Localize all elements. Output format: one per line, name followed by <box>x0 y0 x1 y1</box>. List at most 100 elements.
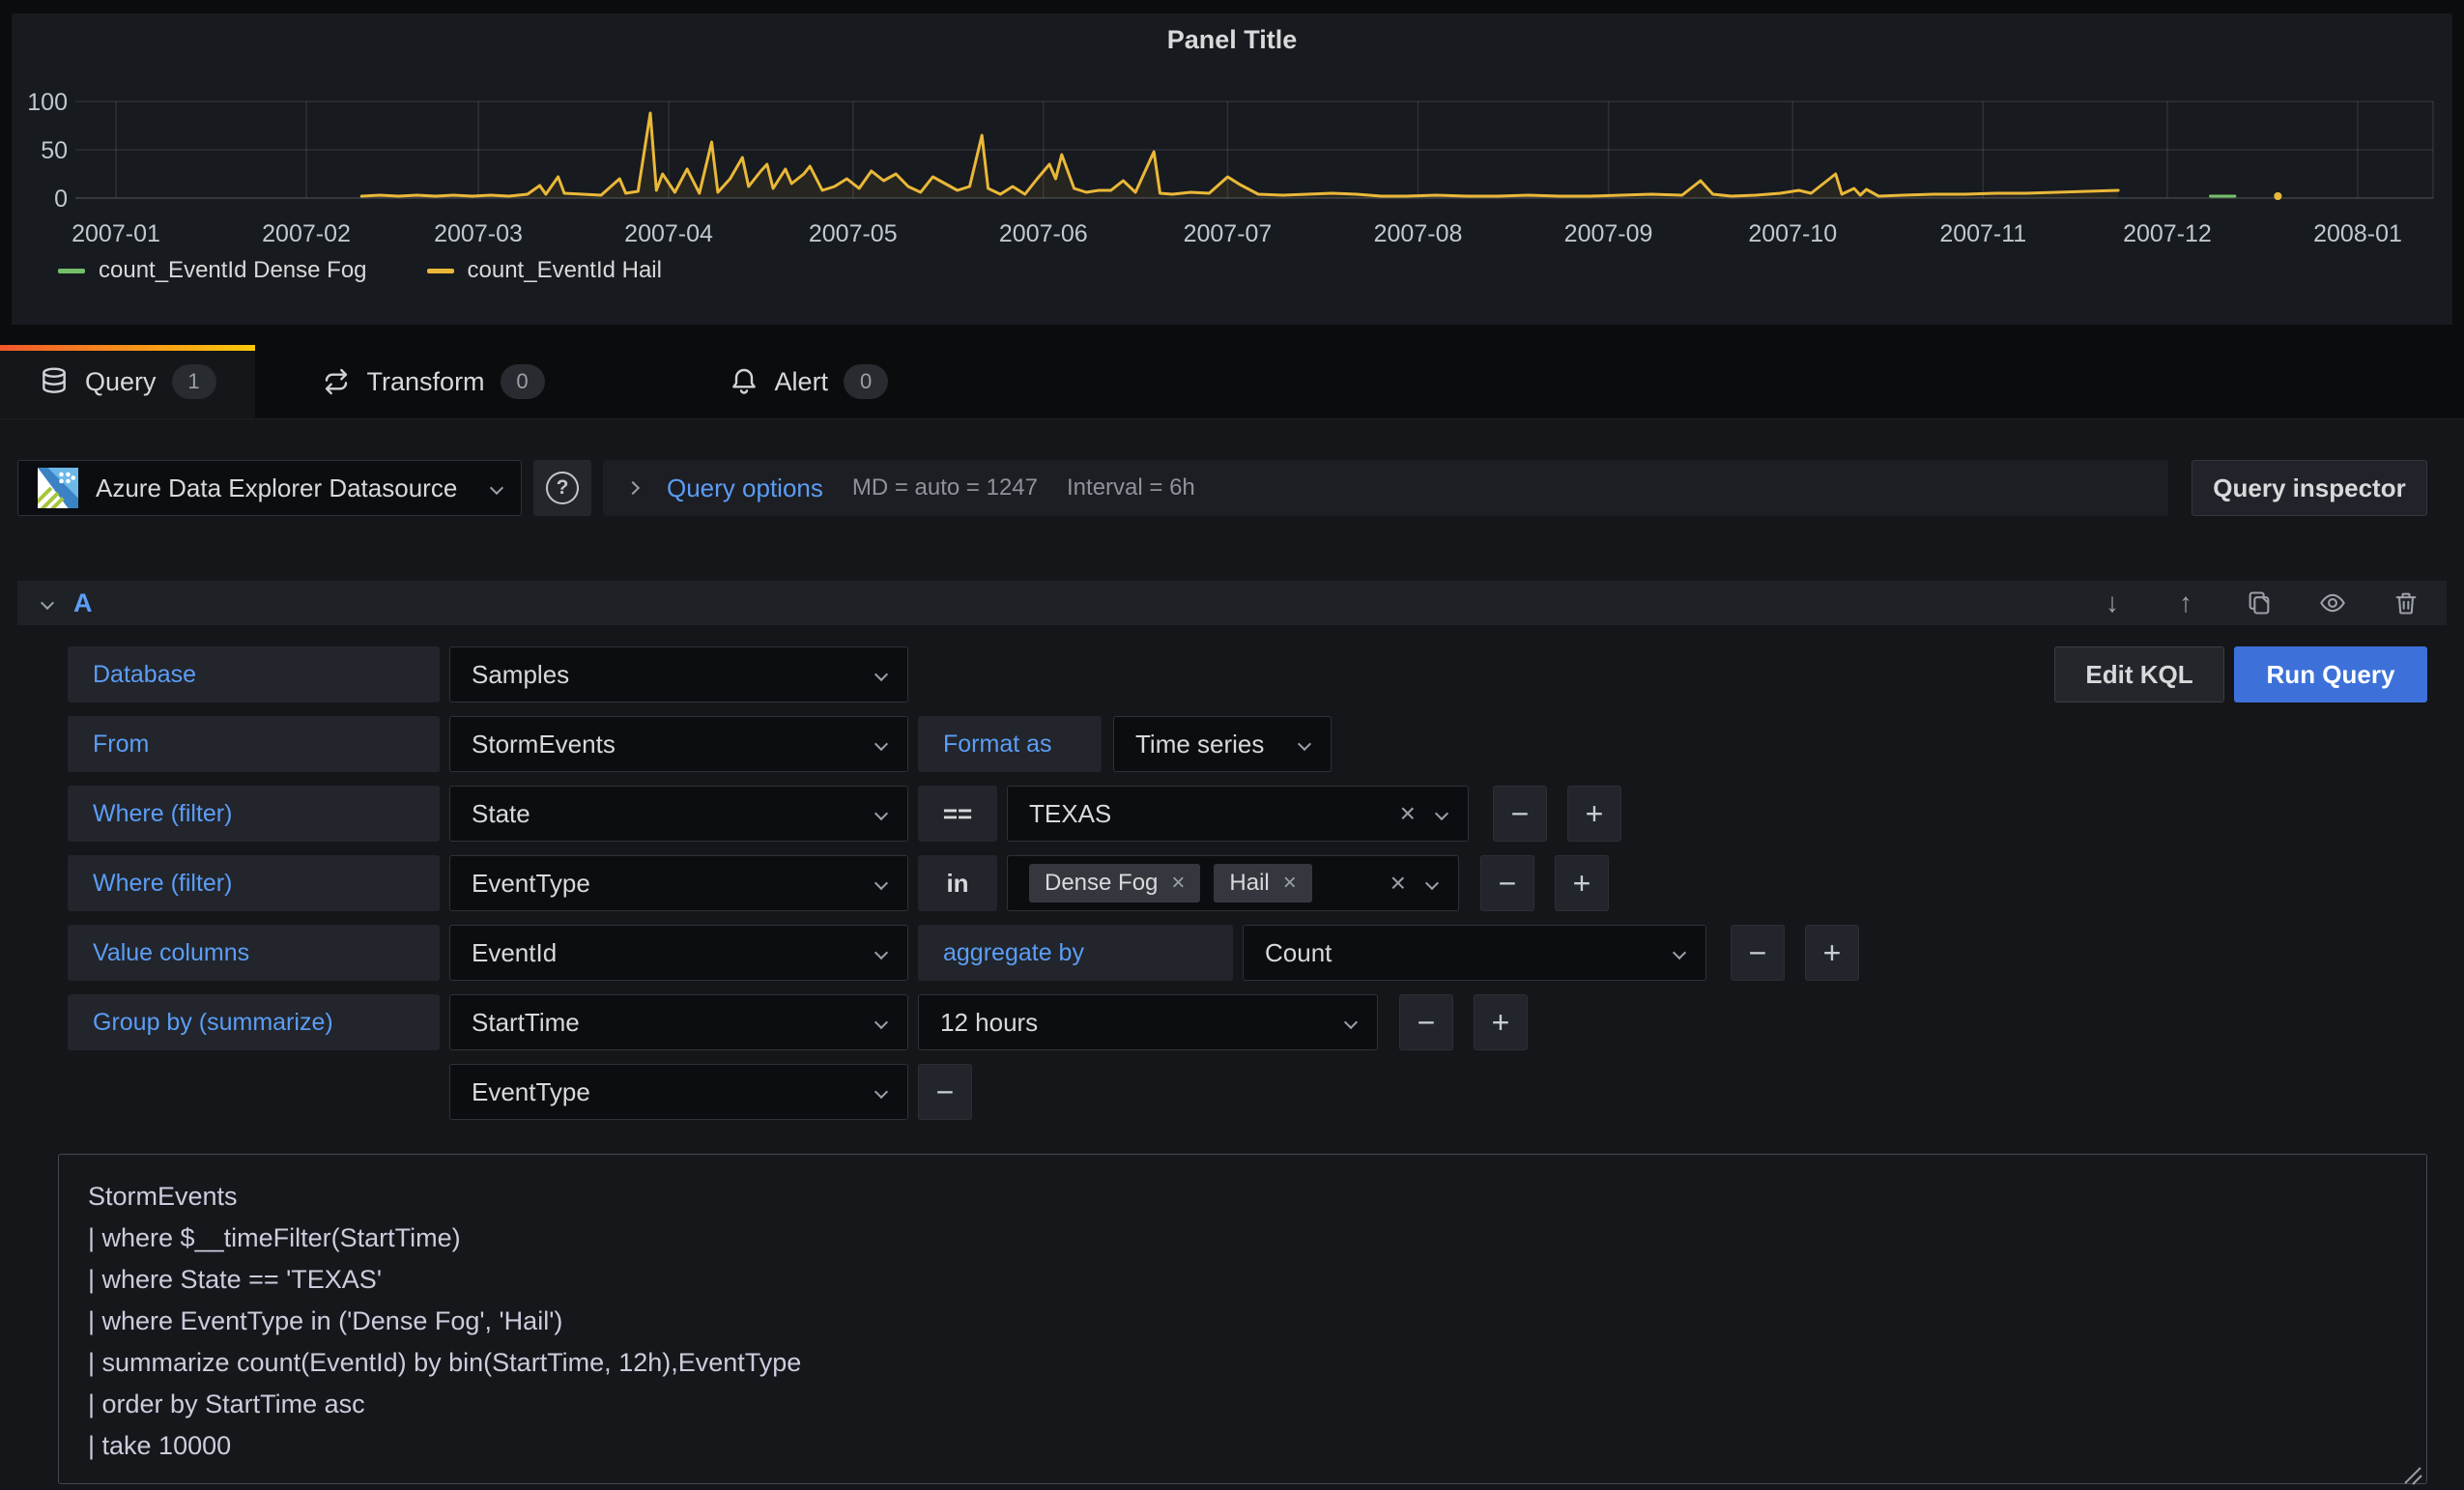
legend-swatch-yellow <box>427 269 454 273</box>
toggle-query-visibility-button[interactable] <box>2317 587 2348 618</box>
clear-values-icon[interactable]: × <box>1390 870 1406 897</box>
kql-preview-textarea[interactable]: StormEvents | where $__timeFilter(StartT… <box>58 1154 2427 1484</box>
aggregate-by-label: aggregate by <box>918 925 1233 981</box>
format-as-select[interactable]: Time series <box>1113 716 1332 772</box>
chevron-down-icon <box>1344 1016 1358 1029</box>
clear-value-icon[interactable]: × <box>1400 800 1416 827</box>
svg-text:2007-02: 2007-02 <box>262 220 351 247</box>
bell-icon <box>729 366 759 397</box>
add-where-button-2[interactable]: + <box>1555 855 1609 911</box>
remove-value-column-button[interactable]: − <box>1731 925 1785 981</box>
from-label: From <box>68 716 440 772</box>
where-multivalue-select-2[interactable]: Dense Fog × Hail × × <box>1007 855 1459 911</box>
datasource-name: Azure Data Explorer Datasource <box>96 473 474 503</box>
tab-alert[interactable]: Alert 0 <box>690 345 928 418</box>
legend-item-hail[interactable]: count_EventId Hail <box>427 257 662 284</box>
collapse-chevron-icon[interactable] <box>41 596 54 610</box>
remove-group-by-button[interactable]: − <box>1399 994 1453 1050</box>
svg-text:2007-07: 2007-07 <box>1184 220 1273 247</box>
database-label: Database <box>68 646 440 702</box>
where-column-select-2[interactable]: EventType <box>449 855 908 911</box>
svg-text:2007-04: 2007-04 <box>624 220 713 247</box>
chevron-down-icon <box>874 807 888 820</box>
where-column-select-1[interactable]: State <box>449 786 908 842</box>
legend-item-dense-fog[interactable]: count_EventId Dense Fog <box>58 257 367 284</box>
database-select[interactable]: Samples <box>449 646 908 702</box>
svg-text:2007-11: 2007-11 <box>1939 220 2026 247</box>
editor-tabbar: Query 1 Transform 0 Alert 0 <box>0 345 2464 418</box>
svg-text:0: 0 <box>54 186 68 213</box>
chevron-down-icon <box>874 668 888 681</box>
grafana-panel-editor: 2007-012007-022007-032007-042007-052007-… <box>0 0 2464 1490</box>
where-operator-button-2[interactable]: in <box>918 855 997 911</box>
duplicate-query-button[interactable] <box>2244 587 2275 618</box>
add-group-by-button[interactable]: + <box>1474 994 1528 1050</box>
datasource-picker[interactable]: Azure Data Explorer Datasource <box>17 460 522 516</box>
remove-tag-icon[interactable]: × <box>1283 872 1297 895</box>
chevron-down-icon <box>1435 807 1448 820</box>
svg-text:2007-06: 2007-06 <box>999 220 1088 247</box>
value-tag-dense-fog: Dense Fog × <box>1029 864 1200 903</box>
svg-text:2007-09: 2007-09 <box>1564 220 1653 247</box>
svg-text:2007-03: 2007-03 <box>434 220 523 247</box>
legend-label: count_EventId Hail <box>468 257 662 284</box>
remove-group-by2-button[interactable]: − <box>918 1064 972 1120</box>
from-select[interactable]: StormEvents <box>449 716 908 772</box>
value-tag-hail: Hail × <box>1214 864 1311 903</box>
chevron-down-icon <box>874 876 888 890</box>
group-by-column2-select[interactable]: EventType <box>449 1064 908 1120</box>
max-data-points-summary: MD = auto = 1247 <box>852 474 1038 501</box>
svg-text:2007-08: 2007-08 <box>1374 220 1463 247</box>
remove-where-button-1[interactable]: − <box>1493 786 1547 842</box>
group-by-interval-select[interactable]: 12 hours <box>918 994 1378 1050</box>
tab-label: Alert <box>775 367 829 397</box>
tab-badge: 0 <box>501 364 545 399</box>
kql-line: | summarize count(EventId) by bin(StartT… <box>88 1342 2397 1384</box>
format-as-label: Format as <box>918 716 1102 772</box>
remove-query-button[interactable] <box>2391 587 2421 618</box>
database-icon <box>39 366 70 397</box>
query-row-actions: ↓ ↑ <box>2097 587 2421 618</box>
query-inspector-button[interactable]: Query inspector <box>2192 460 2427 516</box>
chevron-down-icon <box>874 737 888 751</box>
aggregate-select[interactable]: Count <box>1243 925 1706 981</box>
move-query-down-button[interactable]: ↓ <box>2097 587 2128 618</box>
datasource-help-button[interactable]: ? <box>533 460 591 516</box>
kql-line: | take 10000 <box>88 1425 2397 1467</box>
chevron-down-icon <box>874 946 888 960</box>
query-options-bar[interactable]: Query options MD = auto = 1247 Interval … <box>603 460 2168 516</box>
where-filter-label-1: Where (filter) <box>68 786 440 842</box>
remove-where-button-2[interactable]: − <box>1480 855 1534 911</box>
svg-text:2008-01: 2008-01 <box>2313 220 2402 247</box>
remove-tag-icon[interactable]: × <box>1171 872 1185 895</box>
kql-line: | order by StartTime asc <box>88 1384 2397 1425</box>
svg-text:2007-01: 2007-01 <box>72 220 160 247</box>
group-by-column-select[interactable]: StartTime <box>449 994 908 1050</box>
tab-label: Query <box>85 367 157 397</box>
help-icon: ? <box>546 472 579 504</box>
chevron-down-icon <box>874 1016 888 1029</box>
svg-text:50: 50 <box>41 137 68 164</box>
tab-transform[interactable]: Transform 0 <box>282 345 584 418</box>
chevron-down-icon <box>1673 946 1686 960</box>
move-query-up-button[interactable]: ↑ <box>2170 587 2201 618</box>
chevron-down-icon <box>490 481 503 495</box>
value-column-select[interactable]: EventId <box>449 925 908 981</box>
where-value-select-1[interactable]: TEXAS × <box>1007 786 1469 842</box>
legend-swatch-green <box>58 269 85 273</box>
edit-kql-button[interactable]: Edit KQL <box>2054 646 2224 702</box>
run-query-button[interactable]: Run Query <box>2234 646 2427 702</box>
tab-query[interactable]: Query 1 <box>0 345 255 418</box>
add-value-column-button[interactable]: + <box>1805 925 1859 981</box>
transform-icon <box>321 366 352 397</box>
panel-title: Panel Title <box>12 25 2452 55</box>
query-row-header[interactable]: A ↓ ↑ <box>17 581 2447 625</box>
legend-label: count_EventId Dense Fog <box>99 257 367 284</box>
resize-handle-icon[interactable] <box>2399 1456 2422 1479</box>
tab-badge: 0 <box>844 364 888 399</box>
chevron-down-icon <box>874 1085 888 1099</box>
add-where-button-1[interactable]: + <box>1567 786 1621 842</box>
tab-badge: 1 <box>172 364 216 399</box>
query-options-toggle[interactable]: Query options <box>667 473 823 503</box>
where-operator-button-1[interactable]: == <box>918 786 997 842</box>
